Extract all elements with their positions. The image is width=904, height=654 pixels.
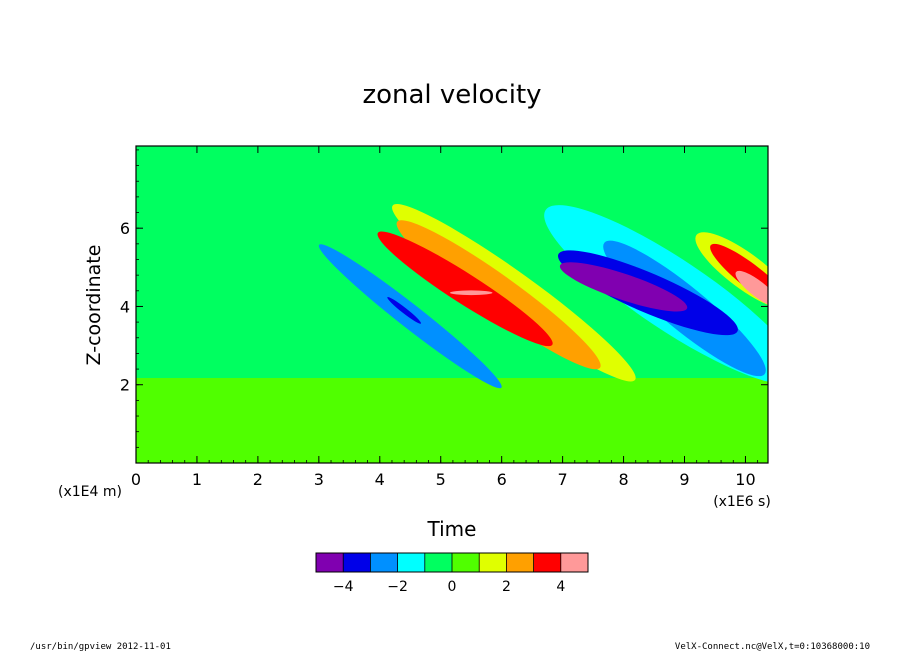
x-tick-label: 5 — [436, 470, 446, 489]
y-tick-label: 2 — [120, 376, 130, 395]
contour-feature-12 — [735, 270, 768, 307]
colorbar-tick-label: −2 — [387, 579, 408, 595]
contour-fills — [318, 204, 768, 389]
colorbar-swatch — [343, 553, 371, 572]
colorbar-tick-label: 4 — [556, 579, 565, 595]
x-tick-label: 3 — [314, 470, 324, 489]
plot-area — [135, 145, 769, 464]
y-tick-label: 6 — [120, 219, 130, 238]
x-tick-label: 9 — [679, 470, 689, 489]
colorbar-swatch — [316, 553, 344, 572]
x-tick-label: 2 — [253, 470, 263, 489]
colorbar-swatch — [560, 553, 589, 572]
contour-feature-9 — [387, 297, 422, 324]
colorbar-swatch — [452, 553, 480, 572]
x-axis-label: Time — [427, 517, 477, 541]
chart-title: zonal velocity — [362, 80, 541, 110]
y-axis-unit: (x1E4 m) — [58, 484, 122, 500]
y-axis-ticks: 2 4 6 — [120, 149, 768, 448]
footer-left: /usr/bin/gpview 2012-11-01 — [30, 642, 171, 652]
x-tick-label: 0 — [131, 470, 141, 489]
colorbar-frame — [315, 552, 589, 573]
colorbar: −4 −2 0 2 4 — [315, 552, 589, 595]
contour-feature-3 — [449, 290, 493, 296]
colorbar-tick-label: 0 — [448, 579, 457, 595]
x-tick-label: 8 — [618, 470, 628, 489]
x-tick-label: 4 — [375, 470, 385, 489]
footer-right: VelX-Connect.nc@VelX,t=0:10368000:10 — [674, 642, 870, 652]
colorbar-tick-label: 2 — [502, 579, 511, 595]
x-tick-label: 10 — [735, 470, 755, 489]
x-axis-ticks: 0 1 2 3 4 5 6 7 8 9 10 — [131, 146, 759, 489]
colorbar-swatch — [479, 553, 507, 572]
contour-feature-7 — [559, 262, 688, 312]
x-tick-label: 6 — [497, 470, 507, 489]
y-tick-label: 4 — [120, 297, 130, 316]
y-axis-label: Z-coordinate — [83, 245, 105, 366]
x-tick-label: 1 — [192, 470, 202, 489]
colorbar-swatch — [370, 553, 398, 572]
plot-frame — [135, 145, 769, 464]
contour-feature-2 — [377, 231, 553, 347]
colorbar-tick-label: −4 — [333, 579, 354, 595]
low-band — [136, 378, 768, 463]
colorbar-swatch — [397, 553, 426, 572]
colorbar-swatch — [506, 553, 534, 572]
colorbar-swatch — [424, 553, 453, 572]
colorbar-swatch — [533, 553, 562, 572]
background-bands — [136, 378, 768, 463]
x-tick-label: 7 — [558, 470, 568, 489]
x-axis-unit: (x1E6 s) — [713, 494, 771, 510]
